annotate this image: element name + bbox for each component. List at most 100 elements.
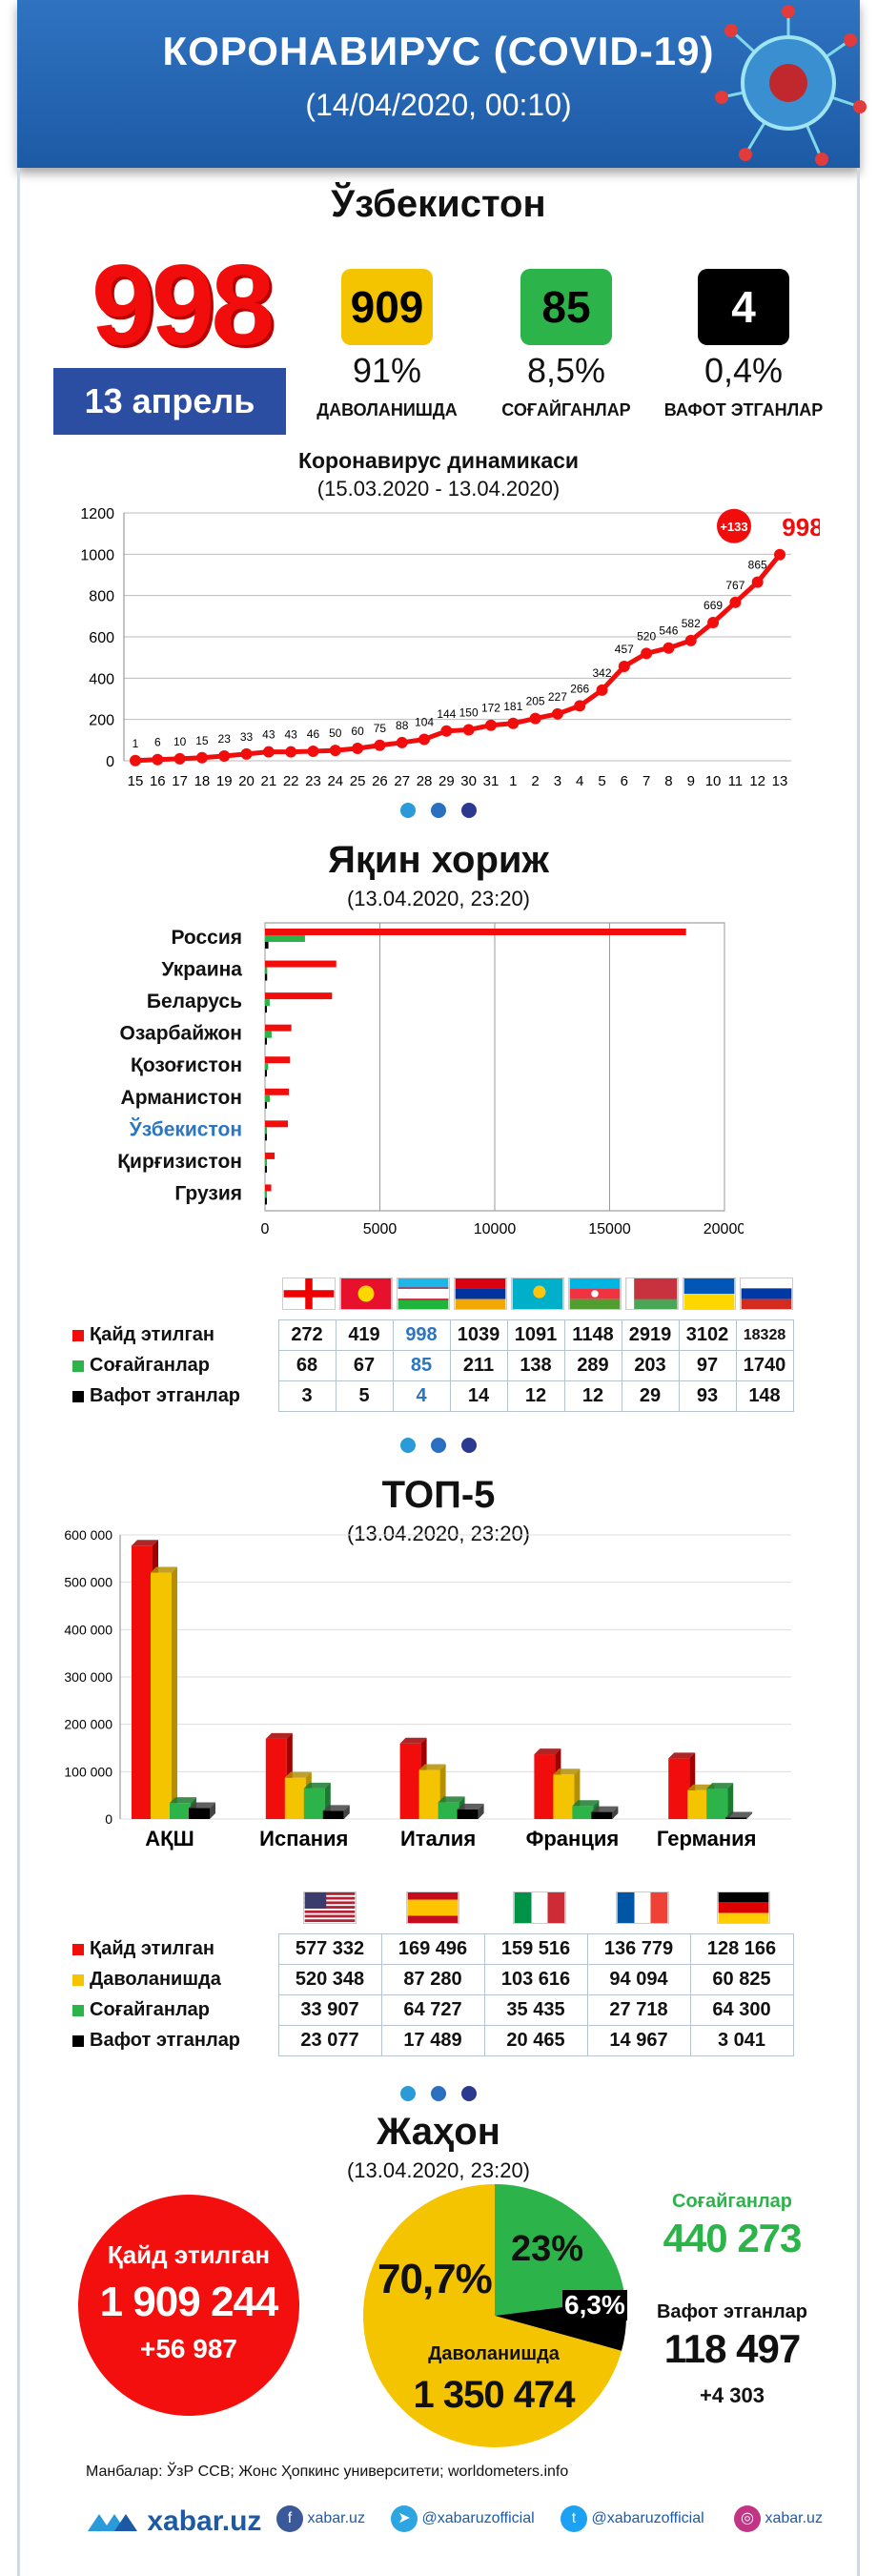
category-label: Арманистон <box>121 1087 242 1109</box>
data-label: 181 <box>503 700 522 713</box>
category-label: Россия <box>171 927 242 949</box>
footer-twitter-text: @xabaruzofficial <box>591 2510 704 2527</box>
y-tick-label: 300 000 <box>64 1669 112 1685</box>
world-deaths-new: +4 303 <box>700 2383 765 2407</box>
table-cell: 159 516 <box>483 1933 588 1965</box>
x-tick-label: 4 <box>576 773 583 789</box>
x-tick-label: 3 <box>554 773 561 789</box>
footer-facebook-text: xabar.uz <box>307 2510 365 2527</box>
bar <box>265 1127 268 1135</box>
table-cell: 85 <box>392 1350 451 1381</box>
data-label: 43 <box>262 728 275 742</box>
footer-twitter-link[interactable]: t @xabaruzofficial <box>561 2505 704 2532</box>
pie-deaths-pct: 6,3% <box>562 2290 627 2320</box>
table-cell: 3102 <box>678 1319 737 1351</box>
x-tick-label: 2 <box>531 773 539 789</box>
row-label: Қайд этилган <box>72 1934 278 1965</box>
world-subtitle: (13.04.2020, 23:20) <box>346 2158 531 2182</box>
table-row: Қайд этилган 272 419 998 1039 1091 1148 2919 310… <box>72 1319 794 1351</box>
pager-dot[interactable] <box>461 803 477 818</box>
row-label-text: Вафот этганлар <box>90 1385 241 1406</box>
uzb-date: 13 апрель <box>53 368 286 435</box>
flag-armenia-icon <box>454 1278 507 1310</box>
table-cell: 68 <box>277 1350 337 1381</box>
kpi-deaths-pct: 0,4% <box>704 351 784 390</box>
x-tick-label: 24 <box>327 773 343 789</box>
data-label: 865 <box>748 559 767 572</box>
category-label: Ўзбекистон <box>129 1117 242 1140</box>
table-cell: 272 <box>277 1319 337 1351</box>
pager-dot[interactable] <box>400 1438 416 1453</box>
bar-top <box>303 1782 331 1789</box>
top5-stats-table: Қайд этилган 577 332 169 496 159 516 136 779… <box>72 1933 794 2056</box>
bar <box>457 1809 479 1819</box>
data-label: 10 <box>173 735 187 748</box>
x-tick-label: 29 <box>438 773 455 789</box>
y-tick-label: 0 <box>105 1811 112 1827</box>
pager-dot[interactable] <box>461 1438 477 1453</box>
category-label: Озарбайжон <box>120 1023 242 1045</box>
table-cell: 94 094 <box>586 1964 691 1995</box>
bar <box>438 1802 459 1819</box>
world-deaths-value: 118 497 <box>663 2326 802 2371</box>
row-label-text: Қайд этилган <box>90 1938 214 1959</box>
footer-brand: xabar.uz <box>147 2505 262 2537</box>
world-deaths-label: Вафот этганлар <box>656 2301 808 2322</box>
y-tick-label: 1200 <box>80 506 114 522</box>
x-tick-label: 20 <box>238 773 255 789</box>
pager-dot[interactable] <box>431 803 446 818</box>
flag-uzbekistan-icon <box>397 1278 450 1310</box>
bar <box>591 1811 613 1819</box>
xabar-logo[interactable]: xabar.uz <box>86 2505 261 2538</box>
data-label: 33 <box>240 730 254 744</box>
data-point <box>663 642 675 654</box>
category-label: Германия <box>657 1827 757 1850</box>
category-label: Беларусь <box>147 991 242 1012</box>
bar-top <box>438 1796 465 1803</box>
table-cell: 138 <box>506 1350 565 1381</box>
data-label: 457 <box>615 643 634 656</box>
x-tick-label: 10 <box>705 773 722 789</box>
table-row: Соғайганлар 68 67 85 211 138 289 203 97 1740 <box>72 1350 794 1381</box>
data-label: 60 <box>351 725 364 738</box>
row-label: Даволанишда <box>72 1965 278 1995</box>
pager-dot[interactable] <box>431 2086 446 2101</box>
row-label: Вафот этганлар <box>72 2026 278 2056</box>
data-point <box>618 660 630 672</box>
bar-top <box>725 1811 753 1818</box>
pager-dot[interactable] <box>400 803 416 818</box>
x-tick-label: 15000 <box>588 1221 631 1237</box>
pager-dot[interactable] <box>400 2086 416 2101</box>
world-pie-chart <box>363 2184 626 2447</box>
bar <box>265 1063 269 1071</box>
dynamics-line-chart: 0200400600800100012001156161017151823193… <box>80 506 820 789</box>
data-point <box>130 754 141 767</box>
table-cell: 1740 <box>735 1350 794 1381</box>
pager-dot[interactable] <box>461 2086 477 2101</box>
table-cell: 64 727 <box>380 1994 485 2026</box>
bar-top <box>265 1732 293 1739</box>
pager-dots-2 <box>0 1438 877 1458</box>
footer-telegram-link[interactable]: ➤ @xabaruzofficial <box>391 2505 535 2532</box>
row-label: Қайд этилган <box>72 1320 278 1351</box>
bar <box>534 1754 556 1819</box>
facebook-icon: f <box>276 2505 303 2532</box>
data-label: 520 <box>637 629 656 643</box>
pager-dot[interactable] <box>431 1438 446 1453</box>
top5-bar-chart: 0 100 000 200 000 300 000 400 000 500 000 600 … <box>64 1527 791 1850</box>
legend-square-icon <box>72 1329 84 1341</box>
bar <box>265 1070 267 1077</box>
footer-instagram-link[interactable]: ◎ xabar.uz <box>734 2505 823 2532</box>
footer-facebook-link[interactable]: f xabar.uz <box>276 2505 365 2532</box>
bar-top <box>399 1737 427 1744</box>
footer-bar: xabar.uz f xabar.uz ➤ @xabaruzofficial t… <box>86 2498 848 2545</box>
x-tick-label: 23 <box>305 773 321 789</box>
bar <box>572 1806 594 1819</box>
data-point <box>641 647 653 660</box>
header-title: КОРОНАВИРУС (COVID-19) <box>162 29 715 73</box>
bar <box>265 1134 267 1141</box>
bar <box>265 1152 275 1159</box>
table-cell: 3 041 <box>689 2025 794 2056</box>
twitter-icon: t <box>561 2505 587 2532</box>
bar-side <box>478 1803 484 1819</box>
